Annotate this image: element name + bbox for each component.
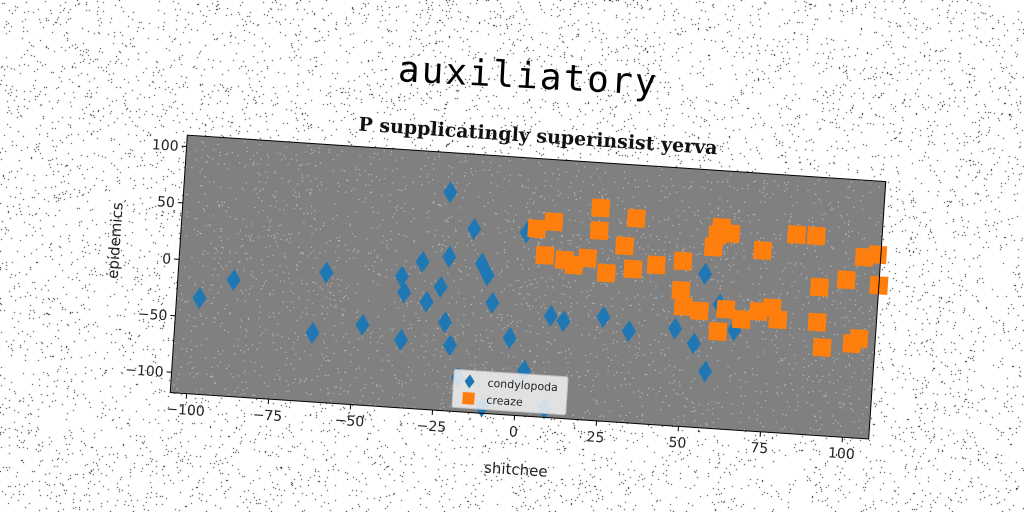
y-tick-label: 100 bbox=[151, 137, 179, 155]
data-point-square bbox=[689, 301, 709, 321]
data-point-diamond bbox=[393, 328, 408, 351]
data-point-diamond bbox=[668, 317, 683, 340]
data-point-diamond bbox=[397, 281, 412, 304]
data-point-square bbox=[591, 198, 611, 218]
data-point-square bbox=[868, 245, 888, 265]
data-point-diamond bbox=[442, 245, 457, 268]
y-tick-label: −100 bbox=[125, 362, 164, 381]
y-axis-ticks: 100 50 0 −50 −100 bbox=[125, 137, 187, 381]
data-point-square bbox=[732, 309, 752, 329]
legend-marker-diamond bbox=[464, 374, 475, 389]
x-tick-label: −50 bbox=[334, 413, 365, 431]
data-point-square bbox=[721, 224, 741, 244]
data-point-diamond bbox=[437, 311, 452, 334]
data-point-square bbox=[787, 225, 807, 245]
data-point-diamond bbox=[698, 360, 713, 383]
data-point-diamond bbox=[485, 291, 500, 314]
data-point-square bbox=[527, 219, 547, 239]
x-tick-label: 75 bbox=[750, 440, 769, 457]
data-point-diamond bbox=[443, 334, 458, 357]
data-point-square bbox=[671, 280, 691, 300]
data-point-square bbox=[806, 226, 826, 246]
data-point-square bbox=[673, 296, 693, 317]
x-tick-label: 0 bbox=[508, 424, 518, 441]
data-point-diamond bbox=[192, 287, 207, 310]
legend-box bbox=[451, 368, 569, 416]
data-point-diamond bbox=[480, 264, 495, 287]
data-point-square bbox=[812, 337, 832, 358]
data-point-square bbox=[807, 312, 827, 332]
data-point-square bbox=[673, 251, 693, 271]
data-point-square bbox=[809, 277, 830, 297]
data-point-square bbox=[836, 270, 856, 290]
data-point-square bbox=[703, 237, 724, 257]
data-point-diamond bbox=[355, 313, 370, 336]
data-point-square bbox=[768, 309, 788, 330]
data-point-diamond bbox=[474, 252, 489, 275]
x-tick-label: −75 bbox=[252, 407, 283, 425]
data-point-square bbox=[849, 328, 869, 349]
data-point-square bbox=[544, 212, 564, 232]
data-point-diamond bbox=[319, 261, 334, 284]
figure-suptitle: auxiliatory bbox=[397, 49, 659, 104]
legend-label: creaze bbox=[486, 394, 523, 409]
legend-marker-square bbox=[462, 391, 475, 405]
x-tick-label: 50 bbox=[668, 435, 687, 452]
data-point-square bbox=[596, 263, 616, 283]
x-tick-label: −25 bbox=[416, 418, 447, 436]
data-point-square bbox=[577, 248, 598, 268]
data-point-square bbox=[626, 208, 646, 228]
y-tick-label: 0 bbox=[162, 251, 172, 268]
x-axis-label: shitchee bbox=[484, 459, 549, 481]
data-point-diamond bbox=[596, 306, 611, 329]
plot-group: P supplicatingly superinsist yerva −100−… bbox=[104, 114, 889, 481]
data-point-diamond bbox=[443, 181, 458, 204]
data-point-square bbox=[535, 245, 555, 265]
y-axis-label: epidemics bbox=[104, 202, 127, 280]
data-point-diamond bbox=[433, 275, 448, 298]
data-point-diamond bbox=[556, 310, 571, 333]
data-point-square bbox=[615, 236, 635, 256]
data-point-diamond bbox=[415, 250, 430, 273]
data-point-square bbox=[646, 255, 666, 275]
data-point-diamond bbox=[621, 320, 636, 343]
data-point-diamond bbox=[467, 218, 482, 241]
data-point-square bbox=[623, 259, 643, 279]
plot-frame bbox=[169, 134, 887, 440]
data-point-square bbox=[589, 220, 609, 241]
data-point-diamond bbox=[686, 332, 701, 355]
data-point-diamond bbox=[394, 265, 409, 288]
x-tick-label: 100 bbox=[827, 445, 855, 463]
data-point-diamond bbox=[543, 304, 558, 327]
data-point-square bbox=[716, 299, 736, 319]
y-tick-label: −50 bbox=[137, 306, 168, 324]
x-tick-label: 25 bbox=[586, 429, 605, 446]
x-tick-label: −100 bbox=[166, 401, 205, 420]
x-axis-ticks: −100 −75 −50 −25 0 25 50 75 100 bbox=[166, 393, 855, 463]
data-point-square bbox=[708, 321, 728, 341]
data-point-diamond bbox=[698, 262, 713, 285]
legend-label: condylopoda bbox=[487, 377, 558, 395]
data-point-square bbox=[753, 240, 773, 261]
data-point-diamond bbox=[502, 327, 517, 350]
data-point-diamond bbox=[419, 290, 434, 313]
data-point-diamond bbox=[305, 321, 320, 344]
series-creaze bbox=[527, 198, 889, 358]
y-tick-label: 50 bbox=[156, 194, 175, 211]
data-point-diamond bbox=[226, 269, 241, 291]
